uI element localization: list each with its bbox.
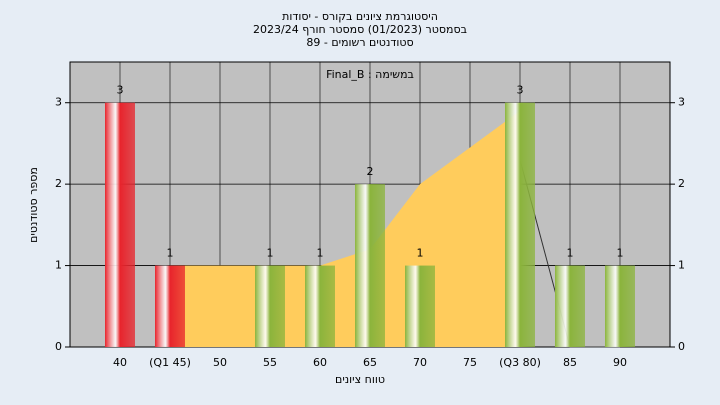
y2-tick-label: 3 [678, 96, 685, 109]
x-tick-label: 40 [113, 356, 127, 369]
chart-subtitle: בסמסטר (01/2023) סמסטר חורף 2023/24 [253, 23, 467, 36]
bar [305, 265, 335, 347]
y-axis-label: מספר סטודנטים [27, 167, 40, 243]
data-label: 1 [617, 247, 624, 260]
y-tick-label: 1 [55, 259, 62, 272]
y2-tick-label: 0 [678, 340, 685, 353]
chart-subtitle: סטודנטים רשומים - 89 [306, 36, 413, 49]
y2-tick-label: 2 [678, 177, 685, 190]
bar [605, 265, 635, 347]
x-tick-label: 60 [313, 356, 327, 369]
x-tick-label: (Q1 45) [149, 356, 191, 369]
bar [105, 102, 135, 347]
data-label: 1 [317, 247, 324, 260]
x-tick-label: 65 [363, 356, 377, 369]
data-label: 1 [167, 247, 174, 260]
bar [505, 102, 535, 347]
x-tick-label: (Q3 80) [499, 356, 541, 369]
data-label: 1 [567, 247, 574, 260]
y2-tick-label: 1 [678, 259, 685, 272]
x-tick-label: 90 [613, 356, 627, 369]
y-tick-label: 3 [55, 96, 62, 109]
bar [255, 265, 285, 347]
y-tick-label: 2 [55, 177, 62, 190]
x-tick-label: 55 [263, 356, 277, 369]
x-tick-label: 75 [463, 356, 477, 369]
x-tick-label: 85 [563, 356, 577, 369]
data-label: 1 [417, 247, 424, 260]
data-label: 1 [267, 247, 274, 260]
data-label: 2 [367, 165, 374, 178]
x-tick-label: 50 [213, 356, 227, 369]
bar [405, 265, 435, 347]
x-tick-label: 70 [413, 356, 427, 369]
data-label: 3 [117, 84, 124, 97]
chart-title: היסטוגרמת ציונים בקורס - יסודות [282, 10, 438, 23]
bar [555, 265, 585, 347]
data-label: 3 [517, 84, 524, 97]
x-axis-label: טווח ציונים [335, 373, 385, 386]
bar [155, 265, 185, 347]
bar [355, 184, 385, 347]
y-tick-label: 0 [55, 340, 62, 353]
